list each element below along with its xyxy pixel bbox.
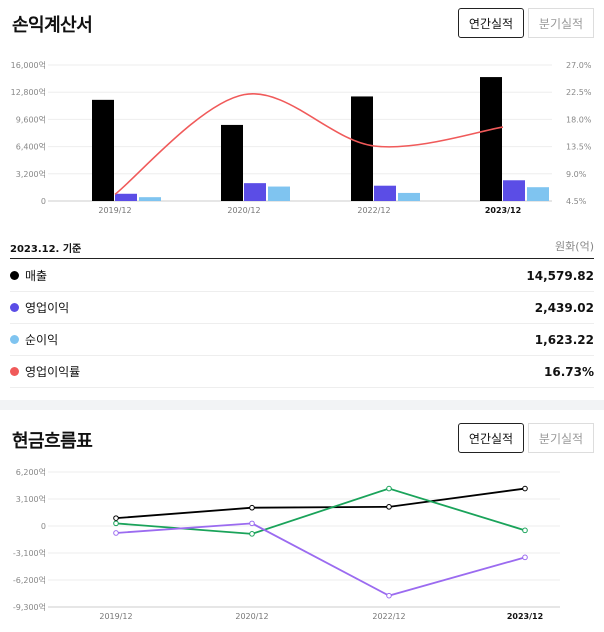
row-label: 순이익 (25, 333, 59, 347)
data-point (113, 530, 119, 536)
cashflow-section: 현금흐름표 연간실적 분기실적 6,200억 3,100억 0 -3,100억 -6,2… (0, 410, 604, 632)
income-statement-section: 손익계산서 연간실적 분기실적 16,000억 27.0% 12,800억 22.5%… (10, 8, 594, 388)
y-tick-label: 9,600억 (16, 114, 46, 124)
data-point (522, 527, 528, 534)
y-tick-label: -6,200억 (13, 575, 46, 585)
y2-tick-label: 18.0% (566, 115, 592, 124)
x-tick-label: 2023/12 (507, 612, 543, 621)
legend-dot-icon (10, 335, 19, 344)
y-tick-label: 0 (41, 522, 46, 531)
tab-annual[interactable]: 연간실적 (458, 8, 524, 38)
bar-순이익 (398, 192, 420, 201)
y2-tick-label: 9.0% (566, 170, 587, 179)
tab-quarterly[interactable]: 분기실적 (528, 8, 594, 38)
cashflow-line-0 (115, 487, 526, 520)
bar-순이익 (268, 186, 290, 201)
row-label: 영업이익 (25, 301, 70, 315)
tab-quarterly[interactable]: 분기실적 (528, 423, 594, 453)
row-label: 영업이익률 (25, 365, 81, 379)
bar-매출 (351, 96, 373, 201)
unit-label: 원화(억) (555, 240, 594, 253)
y2-tick-label: 27.0% (566, 61, 592, 70)
income-statement-title: 손익계산서 (12, 15, 93, 36)
data-point (522, 554, 528, 561)
bar-매출 (480, 77, 502, 201)
data-point (386, 592, 392, 599)
x-tick-label: 2019/12 (98, 206, 131, 215)
summary-row-operating-profit: 영업이익 2,439.02 (10, 292, 594, 324)
row-value: 2,439.02 (534, 300, 594, 315)
income-period-tabs: 연간실적 분기실적 (458, 8, 594, 38)
margin-line (114, 93, 504, 195)
summary-row-net-income: 순이익 1,623.22 (10, 324, 594, 356)
row-value: 1,623.22 (534, 332, 594, 347)
y-tick-label: 6,400억 (16, 142, 46, 152)
x-tick-label: 2020/12 (235, 612, 268, 621)
y-tick-label: 6,200억 (16, 467, 46, 477)
data-point (249, 531, 255, 537)
x-tick-label: 2022/12 (357, 206, 390, 215)
income-chart: 16,000억 27.0% 12,800억 22.5% 9,600억 18.0% 6,400… (11, 60, 592, 215)
y-tick-label: -3,100억 (13, 548, 46, 558)
cashflow-line-2 (115, 522, 526, 597)
basis-date: 2023.12. 기준 (10, 244, 82, 255)
bar-순이익 (139, 197, 161, 201)
data-point (249, 520, 255, 527)
section-divider (0, 400, 604, 410)
x-tick-label: 2020/12 (227, 206, 260, 215)
x-tick-label: 2022/12 (372, 612, 405, 621)
tab-annual[interactable]: 연간실적 (458, 423, 524, 453)
x-tick-label: 2023/12 (485, 206, 521, 215)
bar-영업이익 (503, 180, 525, 201)
data-point (113, 515, 119, 521)
bar-매출 (221, 124, 243, 201)
cashflow-line-1 (115, 487, 526, 535)
bar-영업이익 (374, 185, 396, 201)
x-tick-label: 2019/12 (99, 612, 132, 621)
data-point (113, 520, 119, 527)
cashflow-title: 현금흐름표 (12, 431, 93, 452)
summary-list: 매출 14,579.82 영업이익 2,439.02 순이익 1,623.22 … (10, 260, 594, 388)
row-value: 16.73% (544, 364, 594, 379)
data-point (386, 504, 392, 510)
y2-tick-label: 13.5% (566, 143, 592, 152)
legend-dot-icon (10, 367, 19, 376)
bar-영업이익 (115, 193, 137, 201)
row-value: 14,579.82 (526, 268, 594, 283)
y2-tick-label: 4.5% (566, 197, 587, 206)
data-point (249, 504, 255, 511)
cashflow-chart: 6,200억 3,100억 0 -3,100억 -6,200억 -9,300억 2019/1… (13, 467, 560, 621)
summary-row-revenue: 매출 14,579.82 (10, 260, 594, 292)
y-tick-label: 3,100억 (16, 494, 46, 504)
data-point (522, 485, 528, 492)
summary-row-operating-margin: 영업이익률 16.73% (10, 356, 594, 388)
bar-순이익 (527, 187, 549, 201)
y-tick-label: 16,000억 (11, 60, 46, 70)
legend-dot-icon (10, 271, 19, 280)
data-point (386, 485, 392, 492)
summary-header: 2023.12. 기준 원화(억) (10, 236, 594, 259)
y2-tick-label: 22.5% (566, 88, 592, 97)
y-tick-label: 12,800억 (11, 87, 46, 97)
bar-매출 (92, 99, 114, 201)
row-label: 매출 (25, 269, 48, 283)
y-tick-label: -9,300억 (13, 602, 46, 612)
bar-영업이익 (244, 183, 266, 201)
y-tick-label: 3,200억 (16, 169, 46, 179)
y-tick-label: 0 (41, 197, 46, 206)
cashflow-period-tabs: 연간실적 분기실적 (458, 423, 594, 453)
legend-dot-icon (10, 303, 19, 312)
